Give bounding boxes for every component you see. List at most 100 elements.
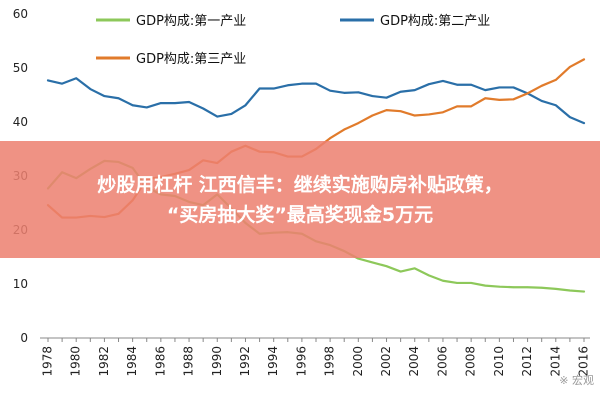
data-point	[117, 97, 120, 100]
y-tick-label: 0	[20, 331, 28, 345]
data-point	[343, 128, 346, 131]
x-tick-label: 2000	[351, 346, 365, 377]
data-point	[244, 104, 247, 107]
data-point	[456, 282, 458, 284]
x-tick-label: 1994	[266, 346, 280, 377]
data-point	[159, 102, 162, 104]
data-point	[399, 90, 402, 93]
data-point	[188, 101, 190, 103]
data-point	[484, 89, 487, 92]
data-point	[89, 88, 92, 90]
data-point	[413, 267, 416, 270]
data-point	[540, 100, 543, 102]
legend-label: GDP构成:第三产业	[136, 52, 246, 67]
news-banner-overlay	[0, 141, 600, 258]
data-point	[498, 98, 501, 101]
x-tick-label: 1986	[153, 346, 167, 377]
data-point	[442, 111, 444, 114]
data-point	[47, 79, 49, 82]
data-point	[484, 284, 487, 287]
x-tick-label: 1988	[182, 346, 196, 377]
watermark: ※ 宏观	[559, 374, 594, 387]
x-tick-label: 2002	[379, 346, 393, 377]
data-point	[568, 116, 571, 119]
data-point	[399, 270, 402, 273]
data-point	[456, 83, 458, 86]
data-point	[413, 89, 416, 92]
data-point	[61, 82, 64, 85]
data-point	[554, 78, 557, 81]
data-point	[385, 96, 388, 99]
data-point	[75, 77, 78, 80]
data-point	[385, 265, 388, 268]
data-point	[512, 86, 515, 89]
y-tick-label: 10	[13, 277, 28, 291]
y-tick-label: 40	[13, 115, 28, 129]
data-point	[526, 286, 529, 289]
data-point	[442, 279, 444, 282]
data-point	[470, 105, 473, 108]
data-point	[568, 289, 571, 292]
data-point	[427, 83, 430, 86]
data-point	[470, 282, 473, 284]
data-point	[512, 286, 515, 289]
data-point	[456, 105, 458, 108]
data-point	[202, 107, 205, 110]
data-point	[540, 84, 543, 87]
legend-label: GDP构成:第二产业	[380, 14, 490, 29]
data-point	[272, 87, 275, 90]
x-tick-label: 1982	[97, 346, 111, 377]
data-point	[357, 257, 360, 260]
data-point	[216, 115, 219, 118]
news-banner-text[interactable]: 炒股用杠杆 江西信丰：继续实施购房补贴政策， “买房抽大奖”最高奖现金5万元	[0, 170, 600, 230]
legend-label: GDP构成:第一产业	[136, 14, 246, 29]
y-tick-label: 50	[13, 61, 28, 75]
data-point	[286, 84, 289, 87]
data-point	[357, 91, 360, 94]
data-point	[442, 80, 444, 82]
data-point	[315, 82, 317, 85]
x-tick-label: 2006	[435, 346, 449, 377]
data-point	[512, 98, 515, 101]
data-point	[329, 137, 332, 140]
x-tick-label: 1998	[323, 346, 337, 377]
y-tick-label: 60	[13, 7, 28, 21]
data-point	[371, 114, 374, 117]
x-tick-label: 2016	[577, 346, 591, 377]
x-tick-label: 1984	[125, 346, 139, 377]
data-point	[540, 286, 543, 289]
data-point	[554, 104, 557, 107]
data-point	[470, 83, 473, 86]
banner-line-2: “买房抽大奖”最高奖现金5万元	[166, 204, 434, 226]
data-point	[145, 106, 148, 109]
data-point	[399, 110, 402, 113]
data-point	[427, 274, 430, 277]
data-point	[583, 290, 585, 293]
x-tick-label: 2004	[407, 346, 421, 377]
data-point	[329, 89, 332, 92]
x-tick-label: 2010	[492, 346, 506, 377]
data-point	[300, 82, 303, 85]
data-point	[371, 261, 374, 264]
data-point	[103, 95, 106, 97]
data-point	[484, 97, 487, 100]
data-point	[568, 66, 571, 68]
data-point	[174, 102, 176, 104]
data-point	[554, 287, 557, 290]
data-point	[526, 92, 529, 95]
data-point	[498, 285, 501, 288]
data-point	[583, 122, 585, 124]
x-axis-ticks: 1978 1980 1982 1984 1986 1988 1990 1992 1994 1996…	[41, 338, 591, 377]
data-point	[131, 104, 134, 107]
data-point	[385, 109, 388, 112]
x-tick-label: 1978	[41, 346, 55, 377]
x-tick-label: 1992	[238, 346, 252, 377]
data-point	[427, 113, 430, 116]
x-tick-label: 2014	[548, 346, 562, 377]
x-tick-label: 1990	[210, 346, 224, 377]
x-tick-label: 1980	[69, 346, 83, 377]
data-point	[258, 87, 261, 90]
data-point	[230, 113, 233, 115]
x-tick-label: 2008	[464, 346, 478, 377]
x-tick-label: 1996	[294, 346, 308, 377]
